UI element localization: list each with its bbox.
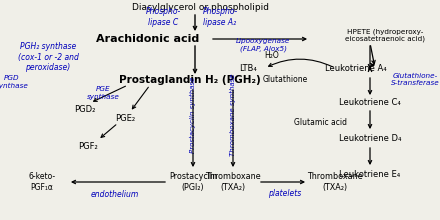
Text: Lipooxygenase
(FLAP, Alox5): Lipooxygenase (FLAP, Alox5) (236, 38, 290, 52)
Text: PGD₂: PGD₂ (74, 104, 95, 114)
Text: PGF₂: PGF₂ (78, 141, 98, 150)
Text: PGE₂: PGE₂ (115, 114, 135, 123)
Text: H₂O: H₂O (264, 51, 279, 59)
Text: Leukotriene E₄: Leukotriene E₄ (339, 169, 401, 178)
Text: LTB₄: LTB₄ (239, 64, 257, 73)
Text: Glutamic acid: Glutamic acid (293, 117, 347, 126)
Text: Leukotriene D₄: Leukotriene D₄ (339, 134, 401, 143)
Text: Thromboxane
(TXA₂): Thromboxane (TXA₂) (307, 172, 363, 192)
Text: Leukotriene A₄: Leukotriene A₄ (325, 64, 387, 73)
Text: Arachidonic acid: Arachidonic acid (96, 34, 200, 44)
Text: Glutathione: Glutathione (262, 75, 308, 84)
Text: Phospho-
lipase C: Phospho- lipase C (145, 7, 181, 27)
Text: HPETE (hydroperoxy-
eicosatetraenoic acid): HPETE (hydroperoxy- eicosatetraenoic aci… (345, 28, 425, 42)
Text: Phospho-
lipase A₂: Phospho- lipase A₂ (202, 7, 238, 27)
Text: PGH₂ synthase
(cox-1 or -2 and
peroxidase): PGH₂ synthase (cox-1 or -2 and peroxidas… (18, 42, 78, 72)
Text: Thromboxane synthase: Thromboxane synthase (230, 74, 236, 156)
Text: PGE
synthase: PGE synthase (87, 86, 119, 100)
Text: Diacylglycerol or phospholipid: Diacylglycerol or phospholipid (132, 2, 268, 11)
Text: Glutathione-
S-transferase: Glutathione- S-transferase (391, 73, 440, 86)
Text: endothelium: endothelium (91, 189, 139, 198)
Text: 6-keto-
PGF₁α: 6-keto- PGF₁α (29, 172, 55, 192)
Text: PGD
synthase: PGD synthase (0, 75, 29, 89)
Text: Prostacyclin synthase: Prostacyclin synthase (190, 77, 196, 153)
Text: Thromboxane
(TXA₂): Thromboxane (TXA₂) (205, 172, 261, 192)
Text: Prostaglandin H₂ (PGH₂): Prostaglandin H₂ (PGH₂) (119, 75, 261, 85)
Text: Leukotriene C₄: Leukotriene C₄ (339, 97, 401, 106)
Text: platelets: platelets (268, 189, 302, 198)
Text: Prostacyclin
(PGI₂): Prostacyclin (PGI₂) (169, 172, 217, 192)
